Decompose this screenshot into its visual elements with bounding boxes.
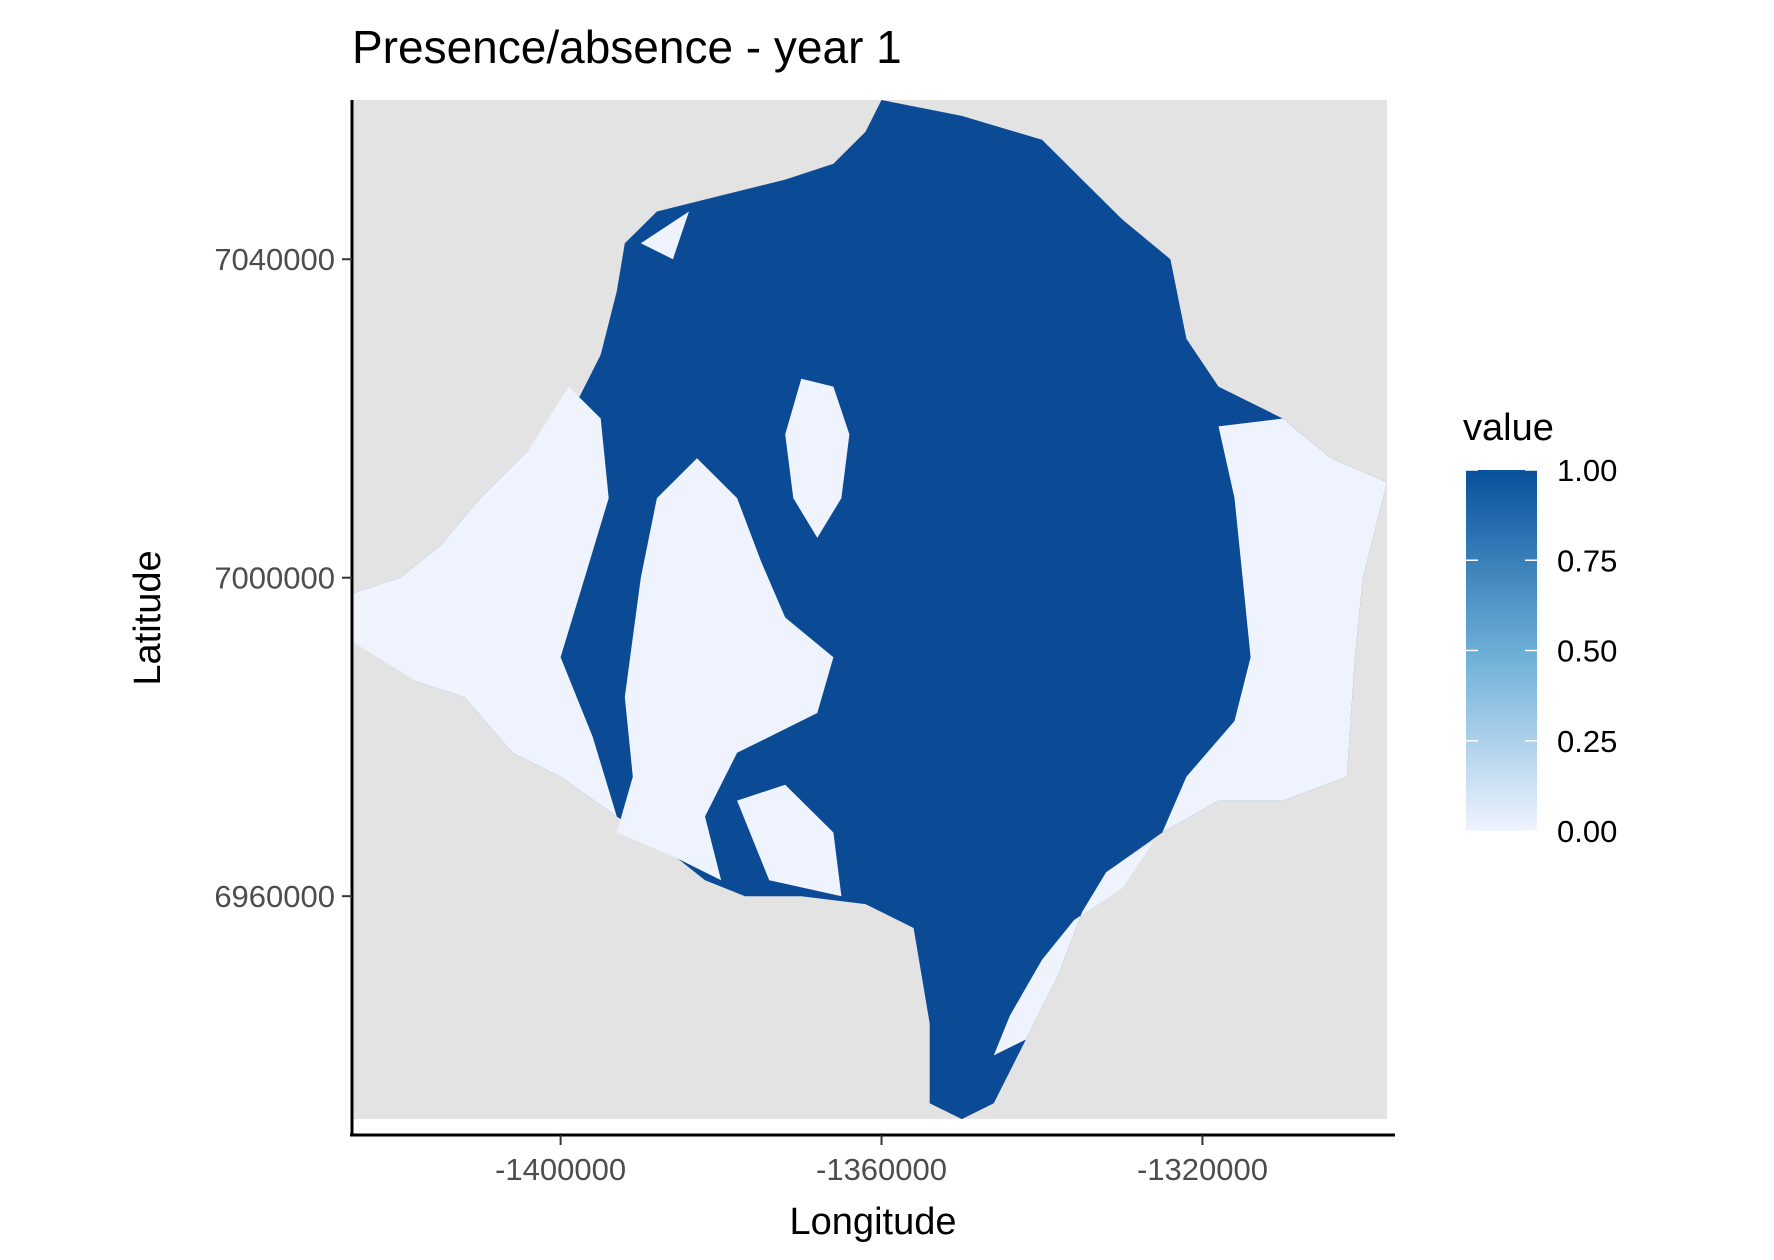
absence-patch-1 [1162,418,1387,833]
y-axis: 6960000 7000000 7040000 [214,100,354,1135]
absence-patch-3 [352,386,617,817]
absence-patch-6 [785,378,850,538]
absence-patch-7 [640,211,689,260]
absence-patch-5 [737,784,842,897]
legend: value 1.00 0.75 0.50 0.25 0.00 [1463,407,1617,849]
legend-title: value [1463,407,1554,449]
absence-patch-2 [993,840,1155,1056]
legend-tick-label: 0.25 [1557,724,1617,759]
y-tick-label: 7000000 [214,561,335,596]
chart-title: Presence/absence - year 1 [352,21,902,73]
x-tick-label: -1360000 [816,1152,947,1187]
x-tick-label: -1320000 [1137,1152,1268,1187]
absence-patch-4 [616,458,834,881]
absence-regions [352,211,1387,1056]
y-tick-label: 7040000 [214,242,335,277]
x-axis: -1400000 -1360000 -1320000 [350,1133,1395,1187]
legend-tick-label: 0.00 [1557,814,1617,849]
legend-tick-label: 0.75 [1557,543,1617,578]
plot-panel [352,100,1387,1120]
legend-tick-label: 1.00 [1557,453,1617,488]
y-tick-label: 6960000 [214,879,335,914]
y-axis-title: Latitude [127,550,169,685]
presence-region [352,100,1387,1120]
x-tick-label: -1400000 [495,1152,626,1187]
legend-tick-label: 0.50 [1557,634,1617,669]
x-axis-title: Longitude [790,1201,957,1243]
